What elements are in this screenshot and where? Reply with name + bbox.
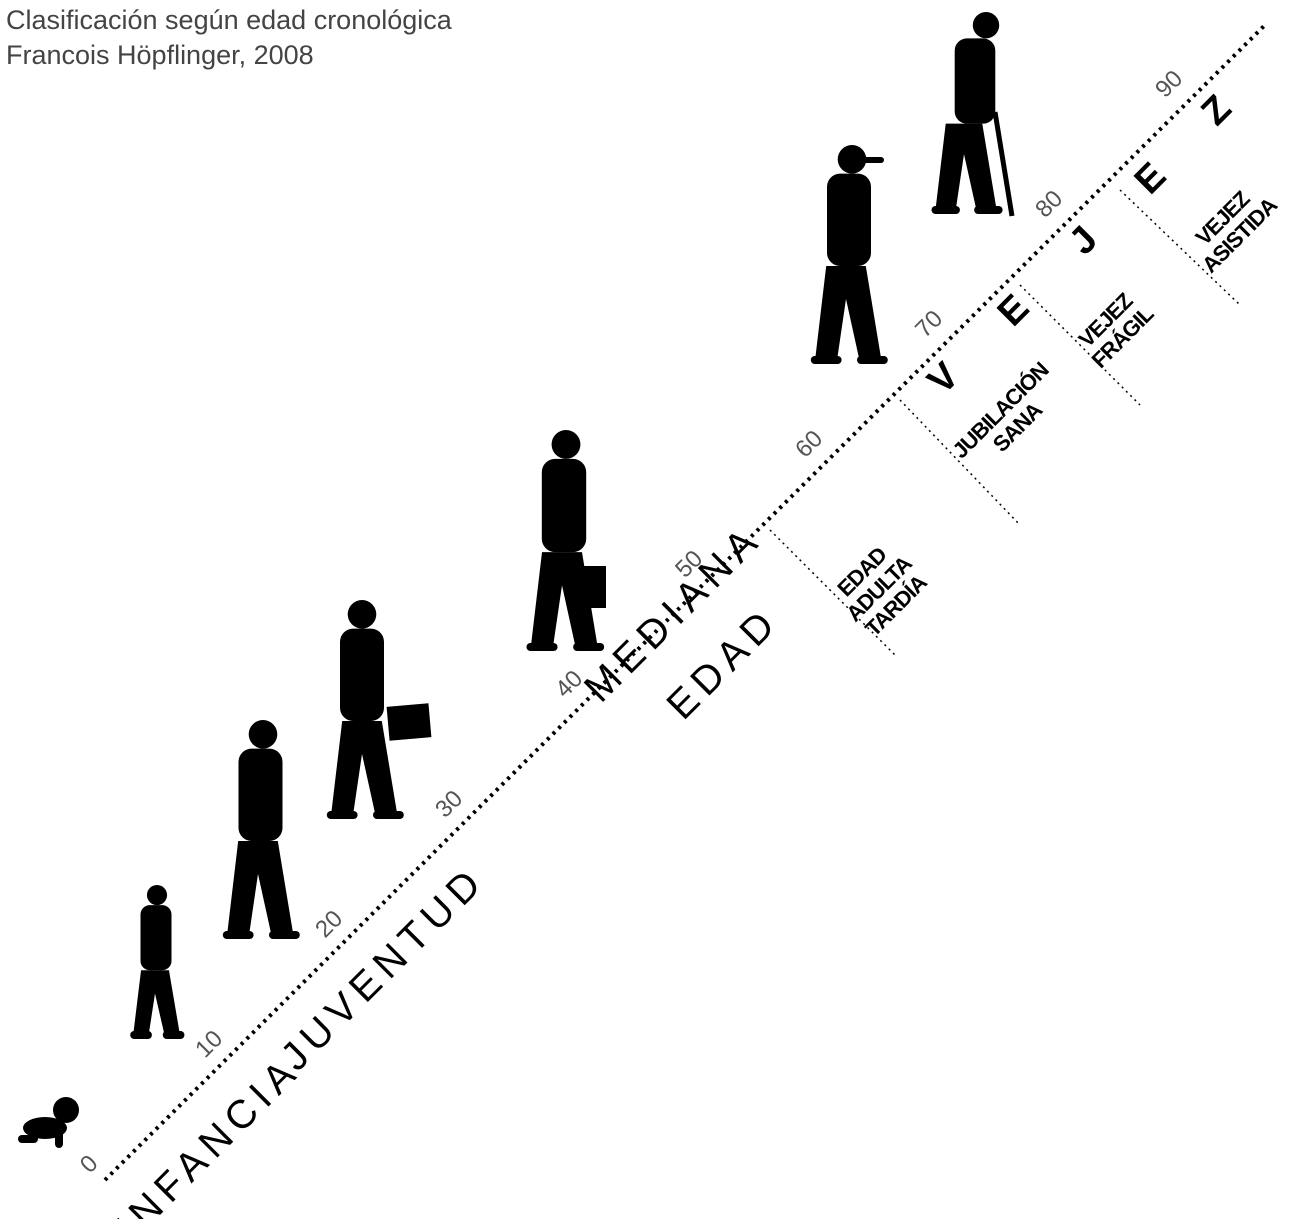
age-tick: 90 xyxy=(1150,65,1188,103)
head xyxy=(347,600,377,629)
divider xyxy=(1119,189,1241,306)
torso xyxy=(238,748,283,841)
foot xyxy=(931,206,960,214)
legs xyxy=(815,266,882,359)
person xyxy=(222,720,300,939)
title: Clasificación según edad cronológica xyxy=(6,5,453,35)
legs xyxy=(227,841,294,934)
stage-letter: V xyxy=(920,354,968,402)
head xyxy=(248,720,278,749)
foot xyxy=(810,356,842,364)
age-axis xyxy=(103,23,1267,1182)
foot xyxy=(222,931,254,939)
briefcase xyxy=(386,703,432,741)
legs xyxy=(935,123,997,209)
torso xyxy=(541,458,587,553)
torso xyxy=(827,173,871,266)
hat-brim xyxy=(840,157,884,163)
foot xyxy=(326,811,358,819)
divider xyxy=(899,399,1021,526)
age-tick: 60 xyxy=(790,425,828,463)
stage-letter: Z xyxy=(1194,88,1240,134)
head xyxy=(972,12,1000,39)
head xyxy=(551,430,581,459)
stage-letter: J xyxy=(1061,218,1106,263)
dividers xyxy=(769,189,1241,656)
briefcase xyxy=(572,566,606,608)
age-tick: 70 xyxy=(910,305,948,343)
person xyxy=(931,12,1015,217)
torso xyxy=(340,628,384,721)
person xyxy=(526,430,606,651)
foot xyxy=(526,643,558,651)
foot xyxy=(162,1031,185,1039)
silhouettes xyxy=(18,12,1015,1148)
divider xyxy=(1019,284,1141,406)
legs xyxy=(133,970,180,1034)
age-tick: 80 xyxy=(1030,185,1068,223)
foot xyxy=(974,206,1003,214)
torso xyxy=(954,38,996,124)
labels: 0102030405060708090INFANCIAJUVENTUDMEDIA… xyxy=(75,65,1282,1219)
foot xyxy=(573,643,605,651)
legs xyxy=(331,721,398,814)
person xyxy=(130,885,185,1039)
foot xyxy=(269,931,300,939)
foot xyxy=(130,1031,152,1039)
age-tick: 20 xyxy=(310,905,348,943)
age-tick: 0 xyxy=(75,1150,104,1179)
person xyxy=(326,600,432,819)
head xyxy=(146,885,168,906)
stage-label: JUVENTUD xyxy=(272,857,494,1079)
person xyxy=(810,145,888,364)
foot xyxy=(373,811,404,819)
cane xyxy=(992,111,1015,217)
age-tick: 10 xyxy=(190,1025,228,1063)
torso xyxy=(140,905,172,971)
stage-label: INFANCIA xyxy=(108,1048,309,1219)
author: Francois Höpflinger, 2008 xyxy=(6,40,314,70)
age-tick: 30 xyxy=(430,785,468,823)
stage-letter: E xyxy=(1127,155,1175,203)
foot xyxy=(857,356,888,364)
baby xyxy=(18,1097,79,1148)
